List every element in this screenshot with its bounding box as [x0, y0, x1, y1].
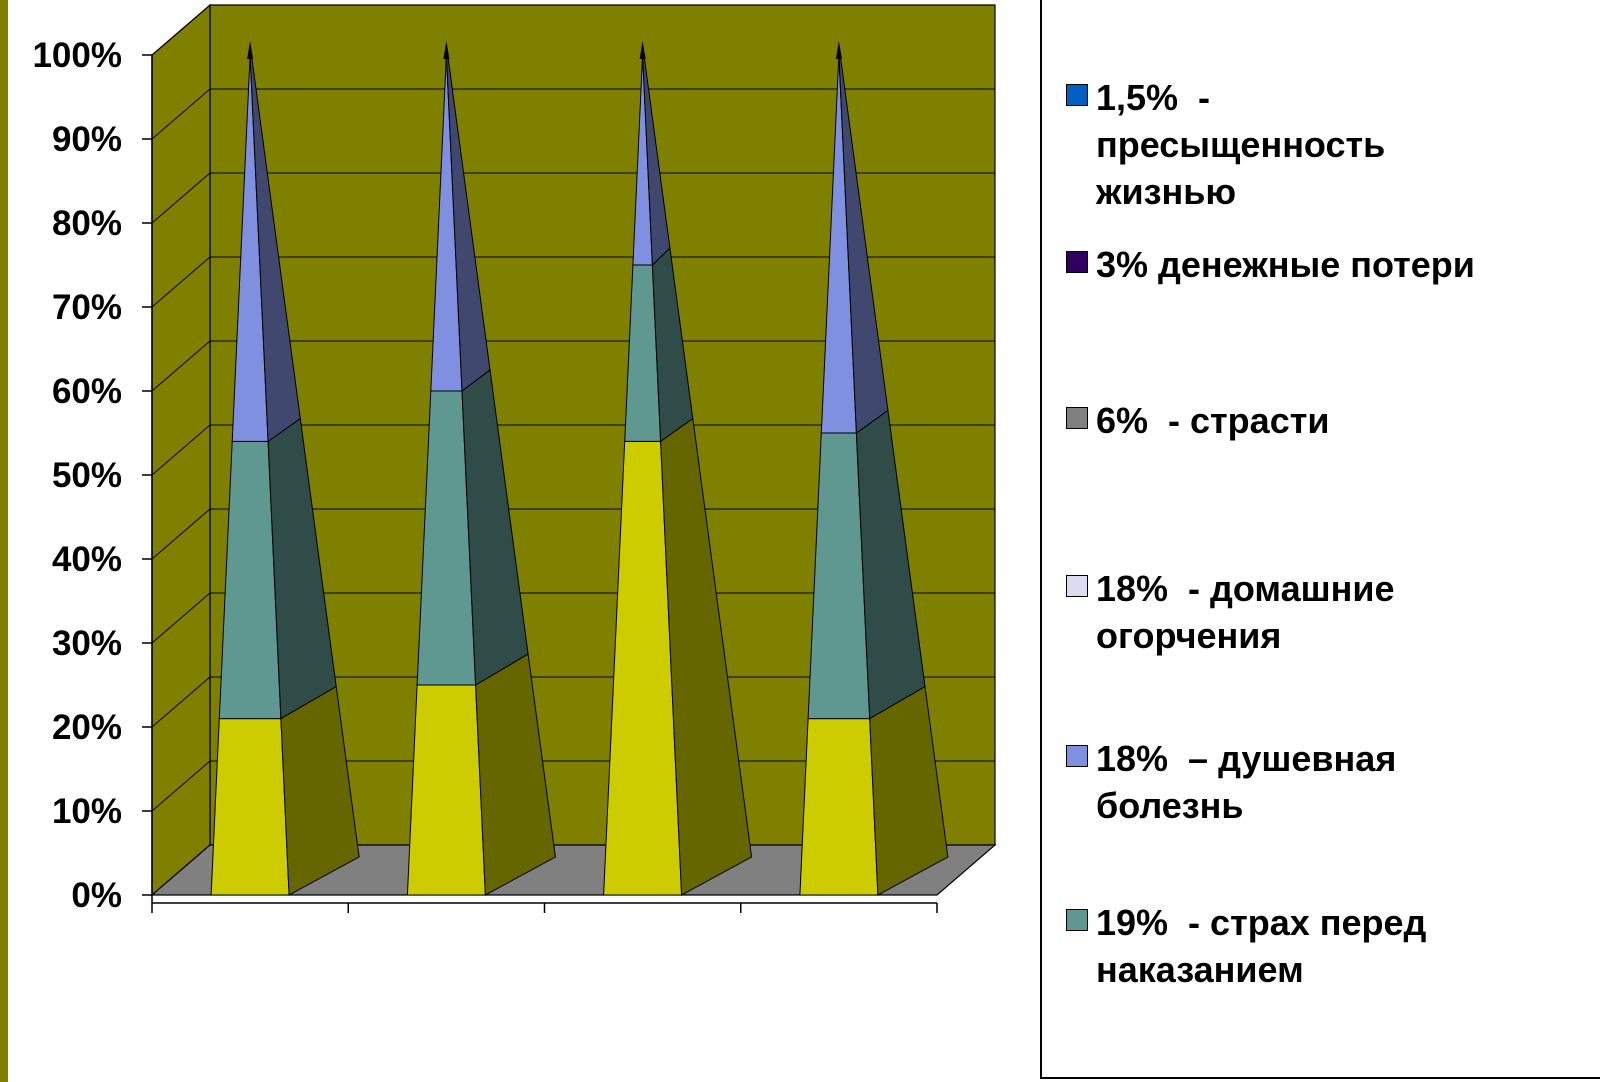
y-tick-label: 10% — [52, 792, 122, 831]
pyramid-3-apex — [639, 41, 646, 59]
y-tick-label: 0% — [71, 876, 122, 915]
y-tick-label: 30% — [52, 624, 122, 663]
y-tick-label: 20% — [52, 708, 122, 747]
legend-swatch — [1066, 84, 1088, 106]
gridline-side — [151, 256, 211, 308]
y-tick-label: 50% — [52, 456, 122, 495]
legend-label: 6% - страсти — [1096, 400, 1330, 441]
legend-label: 3% денежные потери — [1096, 244, 1475, 285]
pyramid-2-apex — [443, 41, 450, 59]
gridline-side — [151, 676, 211, 728]
pyramid-4-segment-1-front — [799, 718, 879, 896]
legend-swatch — [1066, 251, 1088, 273]
legend-swatch — [1066, 745, 1088, 767]
y-tick-label: 60% — [52, 372, 122, 411]
legend-swatch — [1066, 407, 1088, 429]
gridline-side — [151, 4, 211, 56]
pyramid-1-segment-1-front — [210, 718, 290, 896]
y-tick-label: 100% — [32, 36, 122, 75]
legend-label: 18% - домашние огорчения — [1096, 568, 1395, 656]
legend-swatch — [1066, 575, 1088, 597]
legend-item: 18% – душевная болезнь — [1066, 735, 1586, 829]
gridline-side — [151, 760, 211, 812]
gridline-side — [151, 592, 211, 644]
y-tick-label: 90% — [52, 120, 122, 159]
legend-item: 3% денежные потери — [1066, 241, 1586, 288]
left-border-stripe — [0, 0, 8, 1082]
legend-item: 18% - домашние огорчения — [1066, 565, 1586, 659]
gridline-side — [151, 424, 211, 476]
value-axis: 0% 10% 20% 30% 40% 50% 60% 70% 80% 90% 100% — [32, 36, 938, 915]
legend: 1,5% - пресыщенность жизнью 3% денежные п… — [1040, 0, 1600, 1079]
pyramid-chart: 0% 10% 20% 30% 40% 50% 60% 70% 80% 90% 100% — [32, 3, 997, 915]
legend-item: 1,5% - пресыщенность жизнью — [1066, 74, 1586, 215]
pyramid-2-segment-1-front — [406, 684, 486, 896]
legend-item: 6% - страсти — [1066, 397, 1586, 444]
plot-area — [150, 3, 997, 897]
legend-label: 18% – душевная болезнь — [1096, 738, 1397, 826]
gridline-side — [151, 172, 211, 224]
gridline-side — [151, 340, 211, 392]
gridline-side — [151, 88, 211, 140]
pyramid-1-apex — [247, 41, 254, 59]
legend-swatch — [1066, 909, 1088, 931]
y-tick-label: 80% — [52, 204, 122, 243]
y-tick-label: 70% — [52, 288, 122, 327]
legend-item: 19% - страх перед наказанием — [1066, 899, 1586, 993]
y-tick-label: 40% — [52, 540, 122, 579]
pyramid-bars — [210, 41, 949, 896]
pyramid-4-apex — [835, 41, 842, 59]
legend-label: 19% - страх перед наказанием — [1096, 902, 1427, 990]
legend-label: 1,5% - пресыщенность жизнью — [1096, 77, 1386, 212]
gridline-side — [151, 508, 211, 560]
